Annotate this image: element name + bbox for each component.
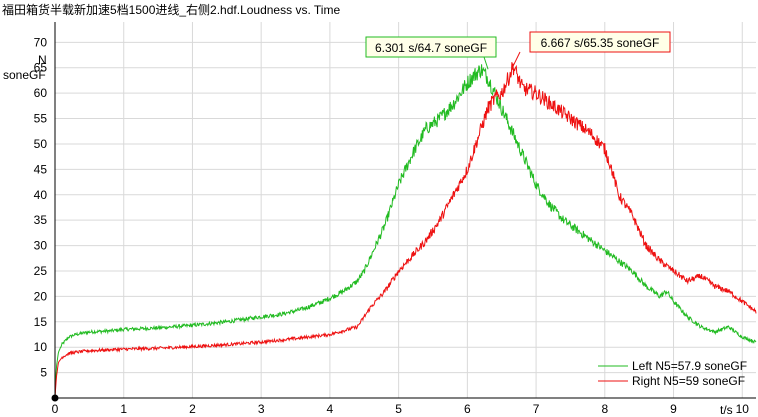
annotation-0: 6.301 s/64.7 soneGF (365, 36, 497, 70)
y-tick-label-12: 65 (34, 61, 48, 75)
y-tick-label-8: 45 (34, 162, 48, 176)
x-tick-label-6: 6 (464, 402, 471, 416)
x-tick-label-1: 1 (120, 402, 127, 416)
x-tick-labels: 0 1 2 3 4 5 6 7 8 9 10 (52, 402, 750, 416)
y-tick-label-13: 70 (34, 35, 48, 49)
y-tick-label-2: 15 (34, 315, 48, 329)
series-layer (54, 62, 757, 399)
y-tick-label-3: 20 (34, 289, 48, 303)
x-tick-label-10: 10 (736, 402, 750, 416)
y-tick-label-4: 25 (34, 264, 48, 278)
y-tick-label-6: 35 (34, 213, 48, 227)
y-axis-label-unit: soneGF (3, 68, 46, 82)
grid (55, 22, 756, 398)
legend-label-1: Right N5=59 soneGF (632, 374, 745, 388)
x-tick-label-9: 9 (670, 402, 677, 416)
annotation-box-0 (365, 36, 497, 58)
axes (54, 22, 756, 399)
annotation-leader-1 (512, 51, 521, 67)
annotation-text-0: 6.301 s/64.7 soneGF (375, 41, 487, 55)
x-tick-label-3: 3 (258, 402, 265, 416)
origin-marker (51, 394, 59, 402)
x-tick-label-7: 7 (533, 402, 540, 416)
annotations: 6.301 s/64.7 soneGF 6.667 s/65.35 soneGF (365, 31, 671, 70)
annotation-box-1 (529, 31, 671, 53)
x-axis-label: t/s (720, 403, 733, 417)
y-tick-label-9: 50 (34, 137, 48, 151)
annotation-1: 6.667 s/65.35 soneGF (512, 31, 671, 67)
annotation-leader-0 (483, 56, 489, 70)
annotation-text-1: 6.667 s/65.35 soneGF (541, 36, 660, 50)
chart-title: 福田箱货半载新加速5档1500进线_右侧2.hdf.Loudness vs. T… (2, 2, 340, 17)
y-tick-label-10: 55 (34, 112, 48, 126)
x-tick-label-5: 5 (395, 402, 402, 416)
y-tick-label-1: 10 (34, 340, 48, 354)
x-tick-label-4: 4 (327, 402, 334, 416)
y-tick-label-11: 60 (34, 86, 48, 100)
series-line-0 (54, 64, 757, 399)
y-axis-label-symbol: N (38, 53, 47, 67)
x-tick-label-2: 2 (189, 402, 196, 416)
y-tick-labels: 5 10 15 20 25 30 35 40 45 50 55 60 65 70 (34, 35, 48, 379)
y-tick-label-7: 40 (34, 188, 48, 202)
y-tick-label-5: 30 (34, 239, 48, 253)
y-tick-label-0: 5 (40, 366, 47, 380)
x-tick-label-8: 8 (601, 402, 608, 416)
x-tick-label-0: 0 (52, 402, 59, 416)
series-line-1 (54, 62, 757, 399)
legend-label-0: Left N5=57.9 soneGF (632, 359, 747, 373)
